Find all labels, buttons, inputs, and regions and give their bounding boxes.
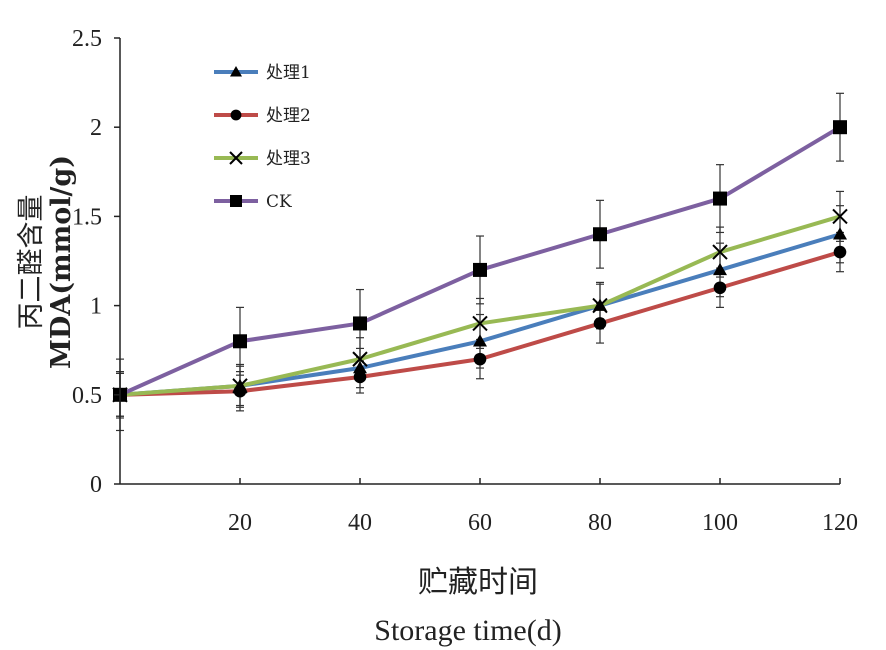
x-marker-stroke	[472, 315, 488, 332]
series-3-point	[832, 208, 848, 225]
legend-label: 处理1	[266, 63, 311, 83]
legend-swatch-marker	[229, 151, 243, 165]
x-marker-stroke	[229, 151, 243, 165]
series-2-point	[353, 370, 367, 384]
legend-swatch-marker	[230, 195, 242, 207]
series-2-point	[713, 281, 727, 295]
series-1-point	[833, 227, 847, 240]
y-axis-title-cn: 丙二醛含量	[16, 195, 47, 330]
x-marker-stroke	[232, 378, 248, 394]
series-4-point	[353, 316, 367, 331]
x-axis-title-en: Storage time(d)	[374, 614, 561, 647]
y-tick-label: 1.5	[72, 204, 102, 230]
legend-swatch-marker	[230, 66, 242, 77]
series-4-point	[593, 227, 607, 242]
legend-entry-3: 处理3	[214, 149, 311, 169]
series-4-point	[833, 120, 847, 135]
x-tick-label: 120	[822, 510, 858, 536]
legend-entry-2: 处理2	[214, 106, 311, 126]
axes: 0 0.5 1 1.5 2 2.5 20 40 60 80 100 120	[72, 26, 858, 536]
series-markers	[112, 120, 848, 403]
series-2-point	[593, 317, 607, 330]
legend: 处理1 处理2 处理3 CK	[214, 63, 311, 212]
series-2-point	[833, 245, 847, 259]
x-tick-label: 40	[348, 510, 372, 536]
y-axis-title-en: MDA(mmol/g)	[46, 155, 77, 369]
series-3-point	[232, 378, 248, 394]
x-tick-label: 20	[228, 510, 252, 536]
series-3-point	[712, 244, 728, 260]
y-tick-label: 1	[90, 294, 102, 320]
x-marker-stroke	[832, 208, 848, 225]
x-tick-label: 60	[468, 510, 492, 536]
y-tick-label: 2	[90, 115, 102, 141]
legend-entry-4: CK	[214, 192, 292, 212]
y-tick-label: 0	[90, 472, 102, 498]
series-3-point	[472, 315, 488, 332]
x-marker-stroke	[592, 297, 608, 314]
legend-label: 处理2	[266, 106, 311, 126]
series-3-point	[592, 297, 608, 314]
y-tick-label: 2.5	[72, 26, 102, 52]
y-tick-label: 0.5	[72, 383, 102, 409]
series-1-point	[713, 262, 727, 276]
error-bars	[116, 92, 844, 432]
legend-entry-1: 处理1	[214, 63, 311, 83]
y-axis-title: 丙二醛含量 MDA(mmol/g)	[16, 155, 77, 369]
series-1-point	[473, 334, 487, 347]
x-tick-label: 100	[702, 510, 738, 536]
legend-label: 处理3	[266, 149, 311, 169]
series-4-point	[233, 334, 247, 349]
x-axis-title-cn: 贮藏时间	[418, 565, 538, 600]
x-marker-stroke	[352, 351, 368, 367]
legend-label: CK	[266, 192, 292, 212]
x-marker-stroke	[712, 244, 728, 260]
series-2-point	[473, 352, 487, 366]
series-3-point	[352, 351, 368, 367]
series-4-point	[473, 262, 487, 277]
series-4-point	[713, 191, 727, 206]
series-1-point	[353, 361, 367, 374]
legend-swatch-marker	[230, 109, 242, 121]
x-tick-label: 80	[588, 510, 612, 536]
